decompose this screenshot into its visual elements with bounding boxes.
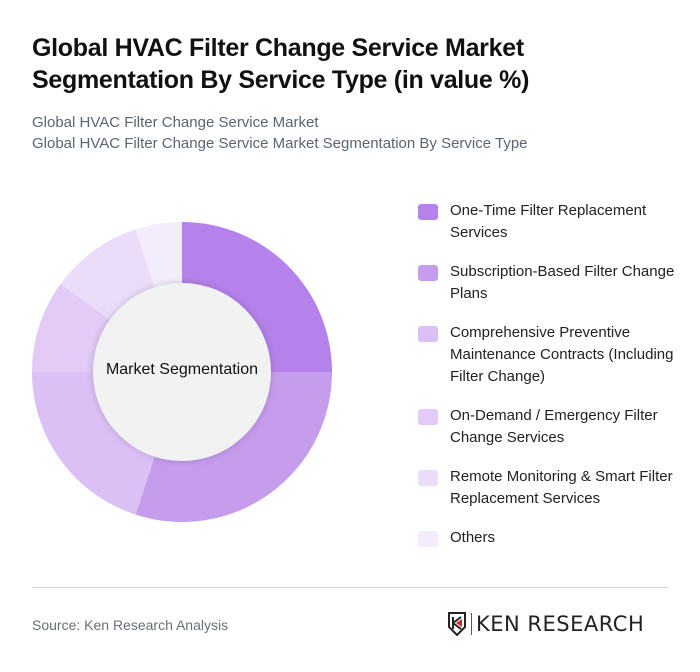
ken-research-logo: KEN RESEARCH [447,611,644,637]
donut-chart [32,222,332,522]
legend-swatch [418,531,438,547]
logo-text: KEN RESEARCH [476,612,645,636]
chart-title: Global HVAC Filter Change Service Market… [32,34,530,94]
legend-swatch [418,470,438,486]
legend-item: On-Demand / Emergency Filter Change Serv… [418,405,688,449]
ken-research-shield-icon [448,612,466,636]
legend-swatch [418,326,438,342]
legend-item: Subscription-Based Filter Change Plans [418,261,688,305]
legend-item: Remote Monitoring & Smart Filter Replace… [418,466,688,510]
legend-label: Comprehensive Preventive Maintenance Con… [450,324,674,385]
legend-label: On-Demand / Emergency Filter Change Serv… [450,407,658,446]
legend-label: Others [450,529,496,546]
subtitle-line-2: Global HVAC Filter Change Service Market… [32,135,528,152]
donut-hole [93,283,271,461]
legend: One-Time Filter Replacement Services Sub… [418,200,688,566]
legend-label: Subscription-Based Filter Change Plans [450,263,675,302]
legend-item: One-Time Filter Replacement Services [418,200,688,244]
legend-label: One-Time Filter Replacement Services [450,202,647,241]
logo-separator [471,613,472,635]
source-note: Source: Ken Research Analysis [32,617,229,633]
donut-center-label: Market Segmentation [105,361,259,378]
legend-label: Remote Monitoring & Smart Filter Replace… [450,468,673,507]
subtitle-line-1: Global HVAC Filter Change Service Market [32,114,319,131]
legend-swatch [418,409,438,425]
legend-swatch [418,265,438,281]
footer-divider [32,587,668,588]
chart-area: Market Segmentation One-Time Filter Repl… [0,160,700,580]
legend-item: Others [418,527,688,549]
legend-swatch [418,204,438,220]
chart-subtitle: Global HVAC Filter Change Service Market… [32,112,672,154]
legend-item: Comprehensive Preventive Maintenance Con… [418,322,688,388]
